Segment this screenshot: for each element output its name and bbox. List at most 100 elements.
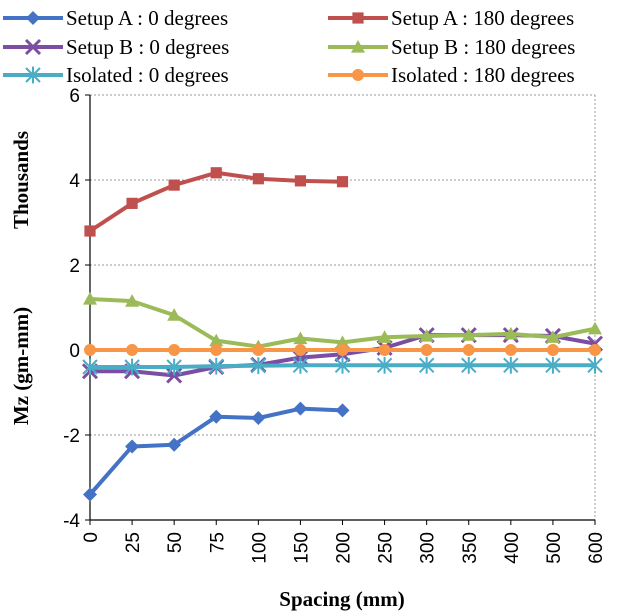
data-point: [210, 344, 223, 356]
data-point: [351, 40, 365, 53]
y-tick-label: 6: [69, 86, 80, 107]
data-point: [209, 409, 224, 424]
data-point: [462, 344, 475, 356]
data-point: [167, 437, 182, 452]
axes: [89, 95, 595, 521]
y-tick-label: -2: [63, 426, 80, 447]
x-tick-label: 600: [586, 532, 607, 564]
legend-entry: Setup A : 180 degrees: [328, 6, 574, 30]
x-tick-label: 150: [291, 532, 312, 564]
legend-entry: Setup B : 180 degrees: [328, 35, 575, 59]
data-point: [209, 333, 224, 347]
legend-entry: Isolated : 180 degrees: [328, 63, 575, 87]
data-point: [334, 356, 351, 374]
y-tick-label: 0: [69, 341, 80, 362]
data-point: [588, 321, 602, 335]
y-tick-label: 4: [69, 171, 80, 192]
data-point: [419, 328, 434, 342]
series-layer: [81, 167, 604, 502]
data-point: [352, 12, 364, 24]
data-point: [252, 344, 265, 356]
series-setup-a-0-degrees: [83, 401, 350, 502]
x-tick-label: 100: [249, 532, 270, 564]
data-point: [503, 356, 519, 374]
data-point: [82, 358, 98, 376]
data-point: [503, 326, 518, 340]
data-point: [251, 411, 266, 425]
x-tick-label: 50: [165, 532, 186, 553]
legend-entry: Isolated : 0 degrees: [3, 63, 229, 87]
y-axis-title: Mz (gm-mm): [9, 307, 33, 425]
data-point: [545, 356, 561, 374]
data-point: [294, 344, 307, 356]
data-point: [84, 344, 96, 356]
data-point: [210, 167, 222, 179]
legend-entry: Setup A : 0 degrees: [3, 6, 228, 30]
data-point: [378, 344, 391, 356]
x-tick-label: 400: [502, 532, 523, 564]
series-isolated-180-degrees: [84, 344, 601, 356]
series-setup-b-180-degrees: [83, 292, 602, 353]
data-point: [168, 344, 181, 356]
data-point: [208, 357, 224, 375]
data-point: [336, 176, 349, 188]
legend: Setup A : 0 degrees Setup A : 180 degrees…: [3, 6, 575, 87]
x-tick-label: 0: [81, 532, 102, 543]
y-axis-ticks: -4 -2 0 2 4 6: [63, 86, 90, 532]
data-point: [587, 356, 603, 374]
y-axis-units: Thousands: [9, 131, 33, 229]
data-point: [292, 356, 309, 374]
x-tick-label: 75: [207, 532, 228, 553]
data-point: [545, 330, 560, 343]
data-point: [125, 439, 140, 454]
legend-label: Setup B : 0 degrees: [66, 35, 229, 59]
legend-label: Isolated : 0 degrees: [66, 63, 229, 87]
x-axis-title: Spacing (mm): [279, 587, 404, 611]
x-tick-label: 350: [460, 532, 481, 564]
data-point: [168, 179, 180, 191]
x-tick-label: 25: [123, 532, 144, 553]
data-point: [461, 328, 476, 341]
data-point: [124, 358, 140, 376]
data-point: [546, 344, 559, 356]
data-point: [376, 356, 393, 374]
x-tick-label: 500: [544, 532, 565, 564]
data-point: [420, 344, 433, 356]
legend-entry: Setup B : 0 degrees: [3, 35, 229, 59]
data-point: [126, 197, 138, 209]
data-point: [83, 487, 97, 502]
data-point: [252, 173, 264, 185]
data-point: [293, 401, 308, 416]
x-tick-label: 250: [376, 532, 397, 564]
data-point: [377, 330, 392, 343]
data-point: [352, 69, 364, 81]
legend-label: Setup B : 180 degrees: [391, 35, 575, 59]
data-point: [250, 357, 267, 375]
data-point: [26, 11, 40, 25]
data-point: [335, 335, 350, 348]
data-point: [294, 175, 307, 187]
y-tick-label: 2: [69, 256, 80, 277]
data-point: [25, 66, 41, 84]
data-point: [125, 294, 140, 307]
series-isolated-0-degrees: [82, 356, 603, 376]
gridlines: [90, 94, 596, 520]
x-axis-ticks: 0 25 50 75 100 150 200 250 300 350 400 500 600: [81, 520, 607, 564]
series-setup-a-180-degrees: [84, 167, 349, 237]
x-tick-label: 300: [418, 532, 439, 564]
data-point: [293, 331, 308, 345]
data-point: [83, 292, 97, 305]
data-point: [336, 344, 349, 356]
legend-label: Setup A : 0 degrees: [66, 6, 228, 30]
data-point: [589, 344, 601, 356]
data-point: [166, 358, 182, 376]
data-point: [126, 344, 139, 356]
legend-label: Setup A : 180 degrees: [391, 6, 574, 30]
data-point: [335, 403, 350, 418]
data-point: [461, 356, 477, 374]
x-tick-label: 200: [334, 532, 355, 564]
data-point: [24, 38, 42, 56]
legend-label: Isolated : 180 degrees: [391, 63, 575, 87]
data-point: [167, 308, 182, 321]
